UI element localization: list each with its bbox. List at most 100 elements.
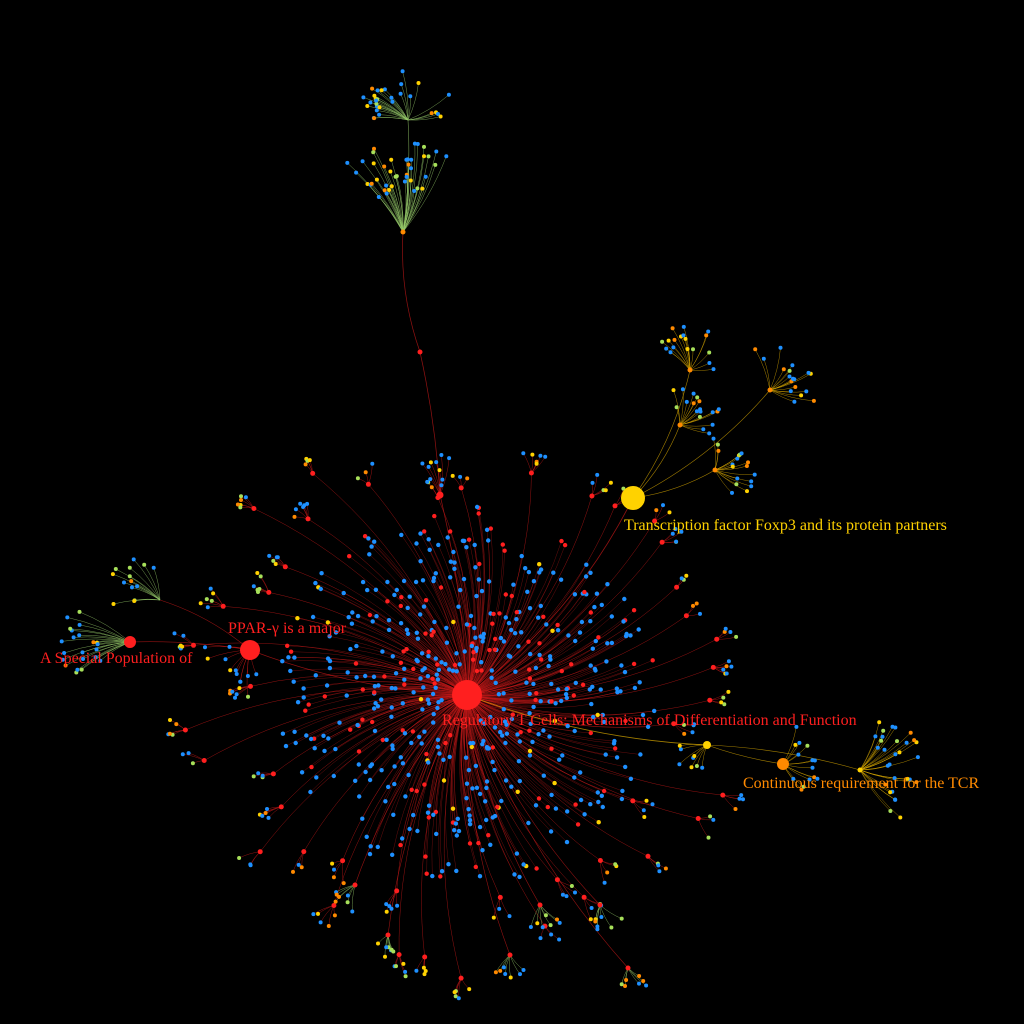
- leaf-node: [439, 698, 444, 703]
- leaf-node: [168, 718, 172, 722]
- leaf-node: [722, 702, 727, 707]
- leaf-node: [538, 936, 543, 941]
- leaf-node: [457, 662, 462, 667]
- leaf-node: [390, 852, 395, 857]
- leaf-node: [810, 758, 815, 763]
- leaf-node: [239, 498, 243, 502]
- leaf-node: [595, 712, 600, 718]
- leaf-node: [726, 659, 731, 664]
- leaf-node: [698, 407, 703, 412]
- node-pparg[interactable]: [240, 640, 260, 660]
- leaf-node: [698, 611, 702, 616]
- edge: [466, 694, 557, 809]
- leaf-node: [345, 900, 350, 905]
- leaf-node: [383, 954, 387, 959]
- leaf-node: [793, 385, 798, 389]
- leaf-node: [412, 189, 417, 193]
- edge: [466, 694, 546, 927]
- leaf-node: [534, 866, 539, 871]
- leaf-node: [286, 655, 291, 660]
- leaf-node: [299, 770, 305, 775]
- leaf-node: [425, 674, 431, 679]
- edge: [250, 675, 468, 696]
- leaf-node: [458, 485, 464, 491]
- leaf-node: [729, 664, 734, 669]
- leaf-node: [509, 593, 514, 599]
- leaf-node: [394, 964, 398, 969]
- node-foxp3[interactable]: [621, 486, 645, 510]
- leaf-node: [467, 822, 473, 827]
- edge: [67, 617, 131, 643]
- leaf-node: [393, 686, 398, 691]
- leaf-node: [597, 858, 603, 863]
- leaf-node: [897, 750, 902, 755]
- leaf-node: [360, 816, 365, 821]
- leaf-node: [687, 367, 693, 373]
- leaf-node: [246, 694, 250, 699]
- leaf-node: [467, 813, 472, 818]
- leaf-node: [557, 920, 562, 925]
- leaf-node: [714, 636, 720, 642]
- leaf-node: [549, 746, 554, 751]
- leaf-node: [590, 646, 595, 651]
- leaf-node: [566, 633, 571, 638]
- leaf-node: [790, 363, 795, 368]
- leaf-node: [398, 621, 404, 626]
- leaf-node: [614, 686, 619, 691]
- leaf-node: [883, 782, 888, 787]
- node-special-population[interactable]: [124, 636, 136, 648]
- leaf-node: [519, 553, 524, 559]
- leaf-node: [528, 721, 533, 726]
- edge: [461, 694, 481, 877]
- leaf-node: [734, 634, 739, 639]
- leaf-node: [707, 361, 712, 365]
- node-tcr[interactable]: [777, 758, 789, 770]
- leaf-node: [892, 776, 897, 781]
- edge: [376, 179, 404, 233]
- leaf-node: [450, 668, 456, 673]
- leaf-node: [403, 969, 408, 974]
- leaf-node: [446, 862, 451, 867]
- edge: [354, 694, 468, 886]
- leaf-node: [746, 460, 750, 465]
- leaf-node: [579, 619, 585, 625]
- leaf-node: [237, 856, 242, 860]
- leaf-node: [724, 664, 729, 669]
- leaf-node: [308, 789, 313, 795]
- leaf-node: [456, 996, 461, 1001]
- leaf-node: [672, 337, 677, 342]
- leaf-node: [398, 842, 403, 848]
- leaf-node: [679, 576, 684, 581]
- edge: [396, 694, 468, 891]
- node-tcr-hub[interactable]: [703, 741, 711, 749]
- leaf-node: [536, 796, 542, 801]
- edge: [381, 90, 409, 121]
- edge: [466, 694, 615, 742]
- leaf-node: [710, 410, 715, 415]
- leaf-node: [474, 504, 480, 510]
- leaf-node: [127, 565, 132, 570]
- leaf-node: [453, 821, 459, 826]
- edge: [466, 694, 558, 880]
- leaf-node: [135, 584, 140, 589]
- leaf-node: [796, 752, 801, 757]
- leaf-node: [384, 902, 389, 907]
- leaf-node: [678, 747, 683, 752]
- leaf-node: [609, 640, 615, 646]
- leaf-node: [365, 481, 371, 487]
- edge: [466, 694, 579, 825]
- leaf-node: [419, 741, 424, 746]
- node-center[interactable]: [452, 680, 482, 710]
- leaf-node: [637, 974, 642, 978]
- edge: [466, 694, 723, 796]
- leaf-node: [372, 146, 376, 151]
- edge: [859, 736, 876, 771]
- leaf-node: [590, 480, 595, 485]
- leaf-node: [301, 695, 306, 700]
- edge: [417, 694, 468, 832]
- leaf-node: [684, 399, 689, 404]
- leaf-node: [666, 338, 671, 343]
- leaf-node: [417, 349, 423, 355]
- leaf-node: [95, 642, 100, 647]
- leaf-node: [452, 828, 457, 833]
